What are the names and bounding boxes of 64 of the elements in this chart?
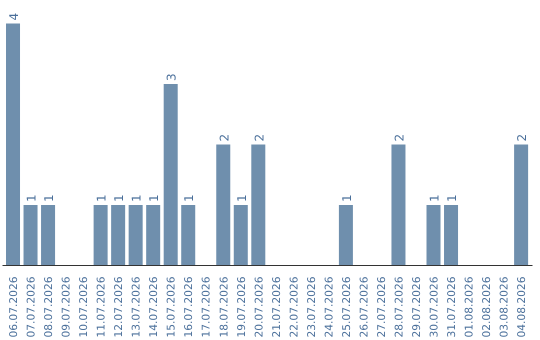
bar <box>94 204 108 266</box>
data-label: 1 <box>428 194 442 202</box>
data-label: 2 <box>515 134 530 142</box>
data-label: 1 <box>445 194 460 202</box>
x-tick-label: 31.07.2026 <box>445 276 458 338</box>
x-tick-label: 09.07.2026 <box>60 276 73 338</box>
bar <box>146 204 160 266</box>
data-label: 3 <box>164 73 179 81</box>
data-label: 2 <box>252 134 266 142</box>
x-tick-label: 12.07.2026 <box>112 276 126 338</box>
data-label: 1 <box>112 194 126 202</box>
data-label: 1 <box>182 194 196 202</box>
x-tick-label: 22.07.2026 <box>287 276 300 338</box>
x-tick-label: 19.07.2026 <box>234 276 248 338</box>
data-label: 1 <box>130 194 144 202</box>
x-tick-label: 03.08.2026 <box>498 276 511 338</box>
x-tick-label: 04.08.2026 <box>515 276 528 338</box>
bar <box>181 204 196 266</box>
x-tick-label: 25.07.2026 <box>340 276 353 338</box>
bar <box>24 204 38 266</box>
x-tick-label: 27.07.2026 <box>374 276 388 338</box>
x-tick-label: 15.07.2026 <box>164 276 178 338</box>
x-tick-label: 20.07.2026 <box>252 276 266 338</box>
x-tick-label: 29.07.2026 <box>410 276 423 338</box>
x-tick-label: 16.07.2026 <box>182 276 196 338</box>
x-tick-label: 21.07.2026 <box>270 276 283 338</box>
x-tick-label: 11.07.2026 <box>94 276 108 338</box>
data-label: 1 <box>234 194 249 202</box>
x-tick-label: 30.07.2026 <box>428 276 441 338</box>
bar <box>391 144 406 266</box>
bar <box>216 144 230 266</box>
bar <box>251 144 266 266</box>
x-tick-label: 10.07.2026 <box>77 276 90 338</box>
x-tick-label: 06.07.2026 <box>7 276 20 338</box>
data-label: 1 <box>340 194 354 202</box>
bar <box>111 204 126 266</box>
x-tick-label: 01.08.2026 <box>462 276 476 338</box>
x-tick-label: 13.07.2026 <box>130 276 143 338</box>
data-label: 1 <box>24 194 39 202</box>
data-label: 1 <box>147 194 162 202</box>
x-tick-label: 23.07.2026 <box>304 276 318 338</box>
bar <box>6 23 20 266</box>
bar <box>41 204 56 266</box>
data-label: 1 <box>42 194 56 202</box>
bar <box>426 204 441 266</box>
bar <box>164 84 178 266</box>
bar <box>338 204 353 266</box>
x-tick-label: 07.07.2026 <box>24 276 38 338</box>
data-label: 2 <box>392 134 406 142</box>
x-tick-label: 24.07.2026 <box>322 276 336 338</box>
data-label: 4 <box>7 12 22 20</box>
bar <box>444 204 458 266</box>
x-tick-label: 28.07.2026 <box>392 276 406 338</box>
bar <box>514 144 528 266</box>
x-tick-label: 17.07.2026 <box>200 276 213 338</box>
bar <box>234 204 248 266</box>
data-label: 2 <box>217 134 232 142</box>
bar <box>128 204 143 266</box>
x-tick-label: 18.07.2026 <box>217 276 230 338</box>
x-tick-label: 26.07.2026 <box>357 276 370 338</box>
x-tick-label: 08.07.2026 <box>42 276 56 338</box>
x-tick-label: 14.07.2026 <box>147 276 160 338</box>
data-label: 1 <box>94 194 109 202</box>
x-tick-label: 02.08.2026 <box>480 276 494 338</box>
